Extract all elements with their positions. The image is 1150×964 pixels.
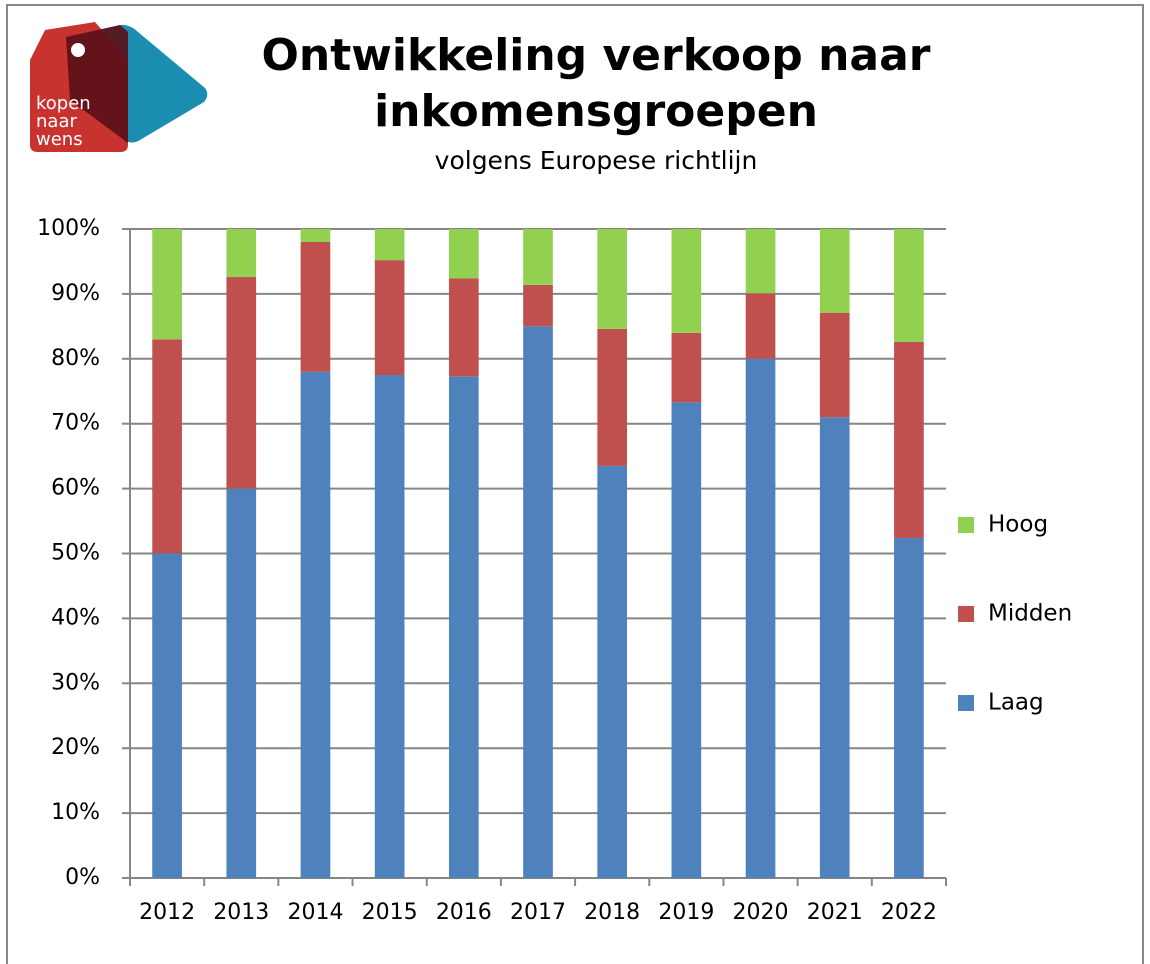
bar-segment [448, 229, 479, 279]
x-tick-label: 2013 [213, 900, 269, 925]
bar-segment [819, 312, 850, 418]
bar-segment [448, 278, 479, 377]
y-tick-label: 90% [51, 281, 100, 306]
x-tick-label: 2017 [510, 900, 566, 925]
chart-title: Ontwikkeling verkoop naar [262, 30, 931, 81]
bar-segment [894, 229, 924, 342]
y-tick-label: 60% [51, 476, 100, 501]
legend-label: Midden [988, 601, 1072, 627]
bar-segment [374, 375, 405, 878]
bar-segment [819, 417, 850, 878]
x-tick-label: 2020 [733, 900, 789, 925]
bar-segment [671, 402, 702, 878]
bar-segment [226, 277, 257, 489]
bar-segment [300, 241, 331, 372]
chart-title: inkomensgroepen [374, 86, 818, 137]
x-tick-label: 2012 [139, 900, 195, 925]
bar-segment [745, 358, 776, 878]
legend-label: Hoog [988, 512, 1048, 538]
bar-segment [448, 376, 479, 878]
y-tick-label: 0% [65, 865, 100, 890]
bar-segment [226, 229, 257, 278]
legend-swatch [958, 517, 974, 533]
chart-subtitle: volgens Europese richtlijn [435, 146, 758, 175]
frame [6, 4, 1144, 964]
logo: kopen naar wens [30, 22, 208, 152]
y-tick-label: 10% [51, 800, 100, 825]
x-tick-label: 2022 [881, 900, 937, 925]
bar-segment [597, 229, 628, 329]
x-tick-label: 2021 [807, 900, 863, 925]
bar-segment [523, 229, 553, 285]
bar-segment [671, 229, 702, 333]
bar-segment [152, 229, 182, 340]
y-tick-label: 40% [51, 605, 100, 630]
bar-segment [374, 260, 405, 376]
legend-swatch [958, 695, 974, 711]
bar-segment [300, 371, 331, 878]
legend-swatch [958, 606, 974, 622]
y-tick-label: 80% [51, 346, 100, 371]
x-tick-label: 2018 [584, 900, 640, 925]
bar-segment [894, 537, 924, 878]
bar-segment [152, 339, 182, 554]
y-tick-label: 50% [51, 541, 100, 566]
bar-segment [597, 328, 628, 466]
legend-label: Laag [988, 690, 1044, 716]
x-tick-label: 2016 [436, 900, 492, 925]
x-tick-label: 2015 [362, 900, 418, 925]
bar-segment [819, 229, 850, 313]
bar-segment [374, 229, 405, 261]
x-tick-label: 2019 [658, 900, 714, 925]
bar-segment [671, 332, 702, 403]
y-tick-label: 30% [51, 670, 100, 695]
bar-segment [226, 488, 257, 878]
bar-segment [745, 293, 776, 359]
bar-segment [152, 553, 182, 878]
bar-segment [597, 465, 628, 878]
y-tick-label: 20% [51, 735, 100, 760]
bar-segment [523, 284, 553, 327]
bar-segment [300, 229, 331, 242]
logo-text: naar [36, 111, 77, 132]
x-tick-label: 2014 [287, 900, 343, 925]
logo-text: kopen [36, 93, 91, 114]
bar-segment [523, 326, 553, 879]
logo-hole [71, 43, 85, 57]
y-tick-label: 70% [51, 411, 100, 436]
y-tick-label: 100% [37, 216, 100, 241]
bar-segment [894, 341, 924, 538]
bar-segment [745, 229, 776, 294]
logo-text: wens [36, 129, 83, 150]
